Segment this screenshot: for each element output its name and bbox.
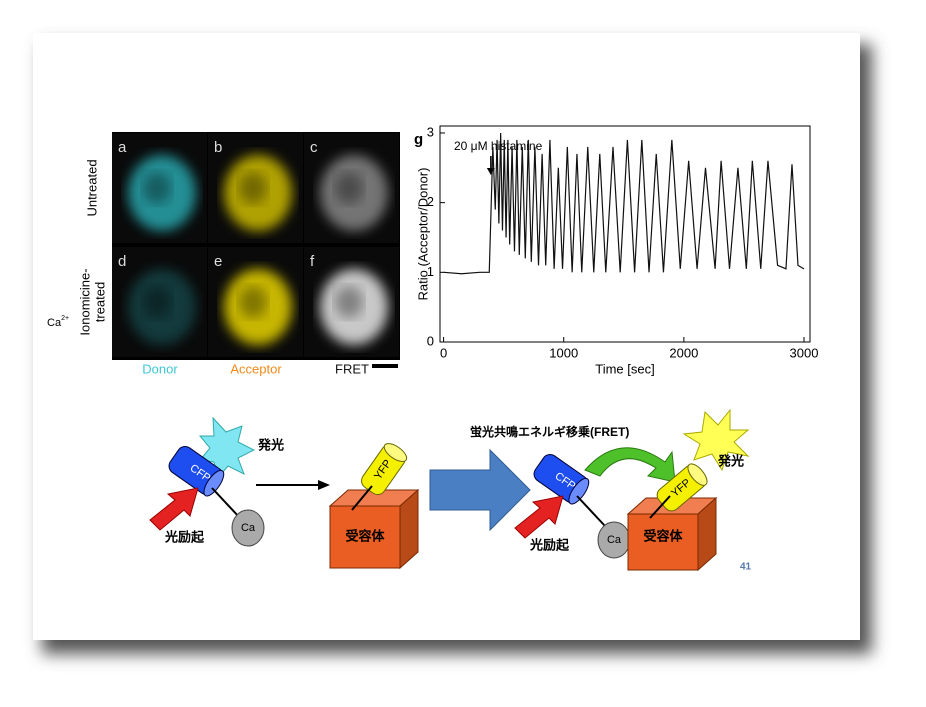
nucleus	[239, 172, 267, 204]
row-label: treated	[92, 282, 107, 322]
annotation-arrowhead	[486, 168, 495, 175]
page-number: 41	[740, 562, 752, 573]
cfp-cylinder: CFP	[533, 454, 590, 505]
excitation-arrow	[149, 487, 199, 531]
plot-frame	[439, 125, 811, 343]
x-axis-title: Time [sec]	[595, 361, 654, 376]
row-label: Ionomicine-	[77, 268, 92, 335]
nucleus	[143, 286, 171, 318]
y-tick-label: 2	[427, 194, 434, 209]
linker	[576, 495, 606, 527]
nucleus	[335, 286, 363, 318]
y-tick-label: 3	[427, 124, 434, 139]
x-tick-label: 2000	[669, 345, 698, 360]
panel-letter: b	[214, 139, 222, 156]
nucleus	[239, 286, 267, 318]
annotation: 20 μM histamine	[454, 139, 543, 153]
microscopy-figure: a b c d e f Untreated Ionomicine-treated Donor Ac…	[77, 132, 400, 376]
receptor-box	[329, 505, 401, 569]
linker	[211, 487, 241, 519]
scale-bar	[372, 364, 398, 368]
excitation-arrow	[514, 495, 564, 539]
column-label: FRET	[335, 361, 369, 376]
arrowhead	[318, 480, 330, 490]
panel-letter: a	[118, 139, 127, 156]
cfp-cylinder: CFP	[168, 446, 225, 497]
column-label: Donor	[142, 361, 178, 376]
receptor-label: 受容体	[643, 528, 683, 543]
emission-label: 発光	[257, 437, 284, 452]
y-axis-title: Ratio (Acceptor/Donor)	[415, 168, 430, 301]
panel-letter: e	[214, 253, 222, 270]
panel-letter: f	[310, 253, 315, 270]
y-tick-label: 1	[427, 264, 434, 279]
side-label: Ca2+	[47, 315, 69, 329]
x-tick-label: 1000	[549, 345, 578, 360]
receptor-box	[627, 513, 699, 571]
emission-burst	[682, 408, 750, 472]
ratio-trace	[443, 132, 805, 275]
nucleus	[335, 172, 363, 204]
x-tick-label: 0	[440, 345, 447, 360]
yfp-cylinder: YFP	[361, 443, 408, 496]
nucleus	[143, 172, 171, 204]
row-label: Untreated	[84, 159, 99, 216]
y-tick-label: 0	[427, 333, 434, 348]
fret-diagram: 発光 CFP Ca 光励起 受容体 YFP 蛍光共鳴エネルギ移乗(FRET) 発…	[149, 408, 752, 573]
linker	[649, 495, 671, 519]
panel-letter: d	[118, 253, 126, 270]
ca-ion	[231, 509, 265, 547]
linker	[351, 485, 373, 511]
ratio-chart: 0 1 2 3 0 1000 2000 3000 Time [sec] Ratio (Accept…	[414, 124, 818, 376]
panel-letter: c	[310, 139, 318, 156]
column-label: Acceptor	[230, 361, 282, 376]
excitation-label: 光励起	[529, 537, 570, 552]
emission-burst	[198, 416, 256, 480]
x-tick-label: 3000	[790, 345, 819, 360]
ion-label: Ca	[241, 522, 256, 534]
fret-title: 蛍光共鳴エネルギ移乗(FRET)	[470, 424, 629, 439]
emission-label: 発光	[717, 453, 744, 468]
excitation-label: 光励起	[164, 529, 205, 544]
receptor-label: 受容体	[345, 528, 385, 543]
panel-letter: g	[414, 131, 423, 148]
ion-label: Ca	[607, 534, 622, 546]
transition-arrow	[429, 448, 531, 532]
